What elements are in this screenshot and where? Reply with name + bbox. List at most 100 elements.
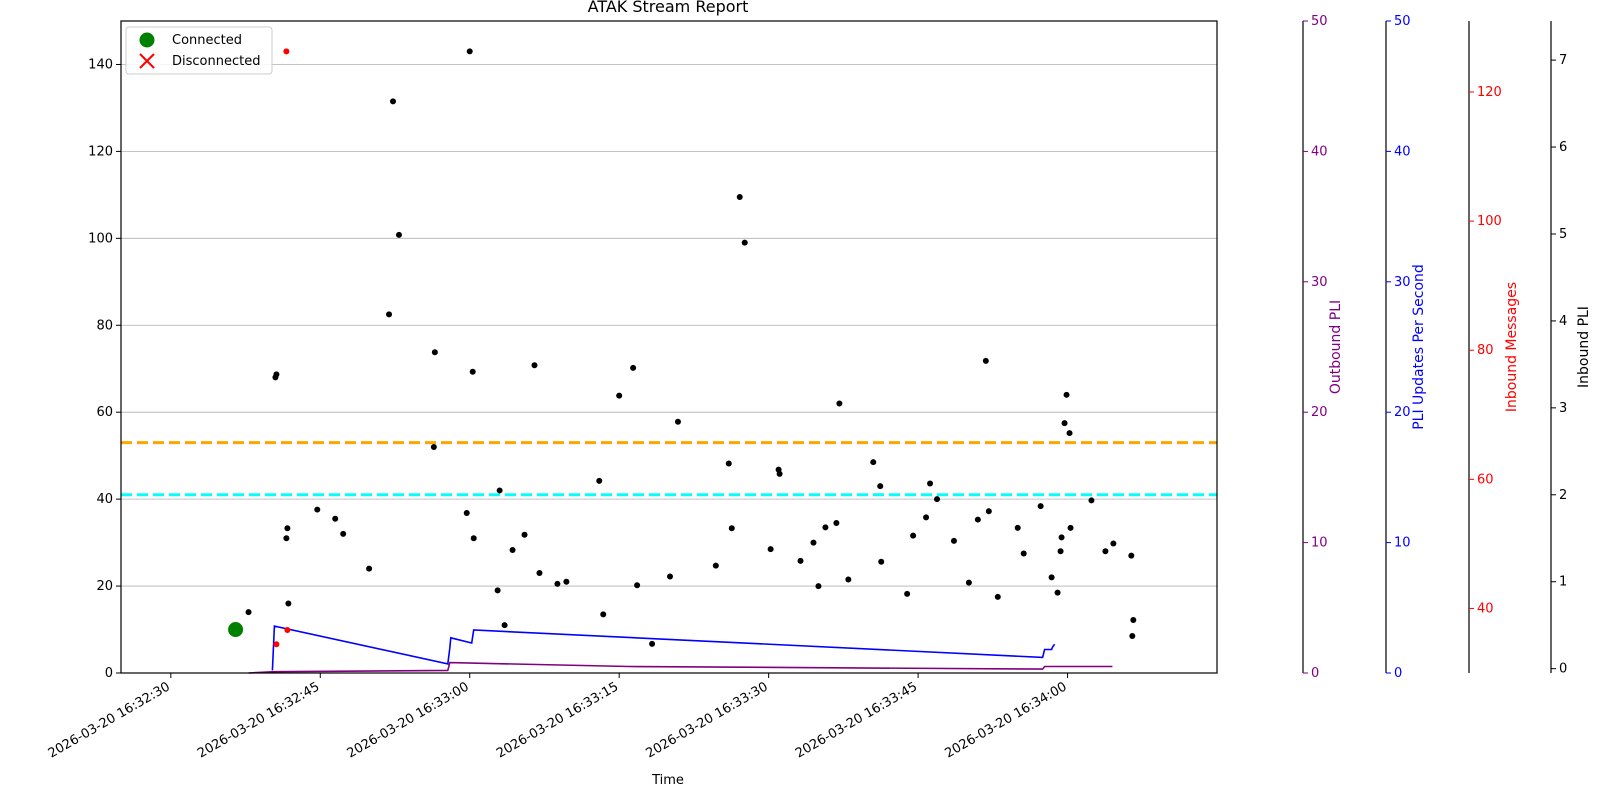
point-0-45 [810, 539, 817, 546]
point-0-73 [1063, 391, 1070, 398]
inbound_messages-tick-label-0: 40 [1477, 601, 1494, 616]
point-0-78 [1110, 540, 1117, 547]
series-line-3 [248, 661, 1113, 674]
legend-box [125, 26, 273, 75]
point-0-14 [431, 349, 438, 356]
point-0-23 [521, 531, 528, 538]
inbound_pli-tick-label-0: 0 [1559, 662, 1567, 677]
point-0-51 [870, 459, 877, 466]
legend-connected-marker [139, 32, 155, 48]
inbound_messages-tick-label-3: 100 [1477, 214, 1502, 229]
point-0-49 [836, 400, 843, 407]
reference-lines [121, 441, 1217, 497]
point-0-59 [950, 537, 957, 544]
point-0-65 [1014, 524, 1021, 531]
point-0-5 [285, 600, 292, 607]
inbound_pli-tick-label-5: 5 [1559, 227, 1567, 242]
x-axis-label: Time [651, 773, 684, 788]
outbound_pli-tick-label-5: 50 [1311, 14, 1328, 29]
point-0-33 [649, 640, 656, 647]
x-tick-label-3: 2026-03-20 16:33:15 [494, 679, 621, 761]
point-0-18 [470, 535, 477, 542]
gridlines [121, 64, 1217, 674]
point-1-2 [284, 626, 291, 633]
point-0-75 [1067, 524, 1074, 531]
left-tick-label-2: 40 [96, 492, 113, 507]
pli_rate-tick-label-3: 30 [1394, 275, 1411, 290]
point-0-64 [994, 593, 1001, 600]
pli_rate-tick-label-1: 10 [1394, 536, 1411, 551]
point-0-80 [1129, 633, 1136, 640]
point-0-61 [974, 516, 981, 523]
point-0-37 [725, 460, 732, 467]
series-lines [248, 625, 1113, 674]
point-0-8 [340, 530, 347, 537]
point-0-46 [815, 583, 822, 590]
inbound_pli-tick-label-4: 4 [1559, 314, 1567, 329]
point-0-2 [273, 371, 280, 378]
left-tick-label-6: 120 [88, 144, 113, 159]
series-line-2 [271, 625, 1056, 671]
point-0-12 [395, 231, 402, 238]
point-0-38 [728, 525, 735, 532]
point-0-67 [1037, 503, 1044, 510]
inbound_messages-tick-label-1: 60 [1477, 472, 1494, 487]
point-0-71 [1058, 534, 1065, 541]
point-0-17 [469, 368, 476, 375]
x-tick-label-6: 2026-03-20 16:34:00 [942, 679, 1069, 761]
point-0-69 [1054, 589, 1061, 596]
series-points [228, 48, 1137, 648]
point-0-50 [845, 576, 852, 583]
point-0-24 [531, 362, 538, 369]
left-tick-label-1: 20 [96, 579, 113, 594]
point-0-58 [934, 496, 941, 503]
point-0-28 [596, 477, 603, 484]
point-0-48 [833, 520, 840, 527]
left-y-axis: 0 20 40 60 80 100 120 140 [88, 57, 121, 681]
point-0-27 [563, 578, 570, 585]
inbound_pli-tick-label-1: 1 [1559, 575, 1567, 590]
point-0-0 [245, 609, 252, 616]
left-tick-label-5: 100 [88, 231, 113, 246]
outbound_pli-tick-label-3: 30 [1311, 275, 1328, 290]
point-0-7 [332, 515, 339, 522]
point-0-15 [463, 510, 470, 517]
point-0-4 [284, 525, 291, 532]
outbound_pli-tick-label-2: 20 [1311, 405, 1328, 420]
pli_rate-tick-label-5: 50 [1394, 14, 1411, 29]
outbound_pli-tick-label-1: 10 [1311, 536, 1328, 551]
left-tick-label-7: 140 [88, 57, 113, 72]
point-0-70 [1057, 548, 1064, 555]
x-tick-label-4: 2026-03-20 16:33:30 [644, 679, 771, 761]
inbound_pli-tick-label-6: 6 [1559, 140, 1567, 155]
point-0-43 [776, 470, 783, 477]
point-0-79 [1128, 552, 1135, 559]
point-0-13 [430, 443, 437, 450]
point-0-21 [501, 622, 508, 629]
point-0-9 [366, 565, 373, 572]
point-0-20 [496, 487, 503, 494]
plot-frame [120, 20, 1218, 674]
x-tick-label-0: 2026-03-20 16:32:30 [46, 679, 173, 761]
point-0-6 [314, 506, 321, 513]
point-0-68 [1048, 574, 1055, 581]
pli_rate-tick-label-0: 0 [1394, 666, 1402, 681]
point-0-39 [736, 194, 743, 201]
point-0-41 [767, 546, 774, 553]
legend-connected-label: Connected [172, 33, 242, 48]
legend-disconnected-marker [139, 53, 155, 69]
point-0-81 [1130, 616, 1137, 623]
inbound_pli-tick-label-2: 2 [1559, 488, 1567, 503]
point-0-34 [666, 573, 673, 580]
point-0-52 [877, 483, 884, 490]
point-0-22 [509, 546, 516, 553]
inbound_pli-tick-label-3: 3 [1559, 401, 1567, 416]
outbound_pli-axis-label: Outbound PLI [1328, 300, 1344, 394]
connected-marker-0 [228, 622, 244, 638]
point-0-66 [1020, 550, 1027, 557]
point-0-36 [712, 562, 719, 569]
x-tick-label-1: 2026-03-20 16:32:45 [195, 679, 322, 761]
point-0-26 [554, 580, 561, 587]
